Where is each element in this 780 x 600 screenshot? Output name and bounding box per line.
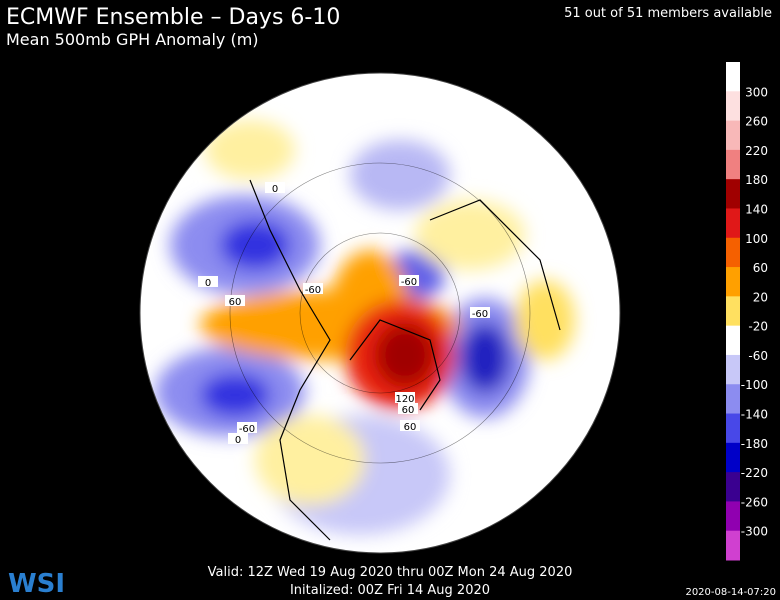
contour-label: -60 <box>401 277 417 288</box>
colorbar-swatch <box>726 442 740 473</box>
colorbar-label: -20 <box>748 320 768 334</box>
contour-label: -60 <box>305 285 321 296</box>
colorbar-label: 60 <box>753 261 768 275</box>
colorbar-swatch <box>726 208 740 239</box>
contour-label: 0 <box>205 278 211 289</box>
colorbar-swatch <box>726 354 740 385</box>
colorbar-label: -100 <box>741 378 768 392</box>
colorbar-label: 180 <box>745 173 768 187</box>
contour-label-box <box>237 422 257 433</box>
colorbar-swatch <box>726 325 740 356</box>
colorbar-swatch <box>726 179 740 209</box>
contour-label: 60 <box>402 405 415 416</box>
colorbar-label: 20 <box>753 290 768 304</box>
colorbar-label: -260 <box>741 495 768 509</box>
colorbar-label: 220 <box>745 144 768 158</box>
contour-label: -60 <box>239 424 255 435</box>
contour-label: 60 <box>229 297 242 308</box>
colorbar-swatch <box>726 91 740 122</box>
colorbar-label: -60 <box>748 349 768 363</box>
contour-label-box <box>225 295 245 306</box>
contour-label: 120 <box>395 394 414 405</box>
contour-label: 0 <box>235 435 241 446</box>
colorbar-label: -220 <box>741 466 768 480</box>
subtitle: Mean 500mb GPH Anomaly (m) <box>6 30 259 49</box>
colorbar-label: 100 <box>745 232 768 246</box>
colorbar-label: -140 <box>741 408 768 422</box>
map <box>140 73 620 553</box>
initialized-text: Initalized: 00Z Fri 14 Aug 2020 <box>290 583 490 598</box>
valid-text: Valid: 12Z Wed 19 Aug 2020 thru 00Z Mon … <box>208 565 573 580</box>
contour-label: 0 <box>272 184 278 195</box>
colorbar-swatch <box>726 149 740 180</box>
contour-label-box <box>399 275 419 286</box>
title: ECMWF Ensemble – Days 6-10 <box>6 5 340 30</box>
colorbar: 300 260 220 180 140 100 60 20 -20 -60 -100 -140 -180… <box>726 62 768 561</box>
colorbar-label: 300 <box>745 85 768 99</box>
contour-label: 60 <box>404 422 417 433</box>
timestamp: 2020-08-14-07:20 <box>685 587 776 598</box>
colorbar-swatch <box>726 296 740 327</box>
colorbar-label: -300 <box>741 525 768 539</box>
colorbar-swatch <box>726 530 740 561</box>
colorbar-label: -180 <box>741 437 768 451</box>
colorbar-swatch <box>726 472 740 502</box>
colorbar-swatch <box>726 413 740 444</box>
logo: WSI <box>8 569 65 599</box>
contour-label-box <box>470 307 490 318</box>
colorbar-swatch <box>726 120 740 151</box>
colorbar-swatch <box>726 384 740 415</box>
colorbar-label: 140 <box>745 202 768 216</box>
members: 51 out of 51 members available <box>564 6 772 21</box>
contour-label-box <box>198 276 218 287</box>
colorbar-swatch <box>726 501 740 532</box>
contour-label-box <box>228 433 248 444</box>
contour-label: -60 <box>472 309 488 320</box>
contour-label-box <box>303 283 323 294</box>
contour-label-box <box>395 392 415 403</box>
contour-label-box <box>398 403 418 414</box>
contour-label-box <box>265 182 285 193</box>
colorbar-label: 260 <box>745 115 768 129</box>
colorbar-swatch <box>726 267 740 297</box>
contour-label-box <box>400 420 420 431</box>
colorbar-swatch <box>726 237 740 268</box>
colorbar-swatch <box>726 62 740 92</box>
